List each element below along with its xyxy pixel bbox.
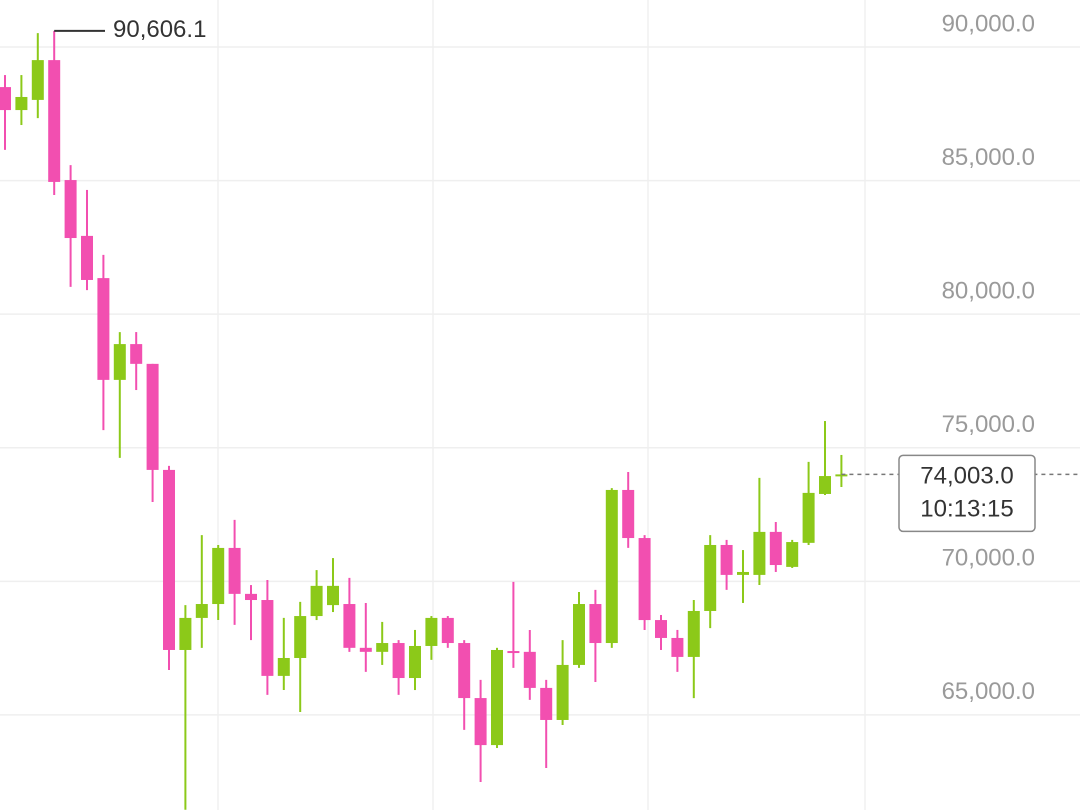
candle-body [409,645,421,679]
candle-body [638,538,651,621]
candle-body [146,363,159,470]
candle-body [343,604,356,648]
candle-body [163,469,175,650]
y-tick-label: 90,000.0 [942,10,1035,37]
candle-body [64,180,77,239]
candle-body [130,344,143,364]
candle-body [753,531,766,575]
candle-body [31,60,44,100]
candle-body [15,96,28,111]
candle-body [228,547,241,594]
candle-body [359,647,372,652]
vertical-grid [217,0,866,810]
candle-body [425,617,438,646]
candle-body [737,571,749,575]
y-tick-label: 75,000.0 [942,411,1035,438]
candle-body [687,610,700,657]
candle-body [573,604,585,665]
candle-body [835,474,848,477]
candle-body [195,604,208,618]
candle-body [48,60,61,182]
y-tick-label: 70,000.0 [942,545,1035,572]
candle-body [605,489,618,644]
candle-body [655,620,667,638]
candle-body [540,687,553,720]
candle-body [786,542,799,567]
last-price-label: 74,003.0 [920,463,1013,490]
candle-body [474,698,487,746]
countdown: 10:13:15 [920,496,1013,523]
candle-body [81,235,93,280]
candle-body [458,643,471,699]
candle-body [0,87,11,111]
candle-body [179,617,192,650]
candle-body [212,547,225,605]
candle-body [523,651,536,688]
candle-body [392,643,405,679]
y-tick-label: 65,000.0 [942,678,1035,705]
candle-body [376,643,389,652]
candle-body [769,531,782,566]
candle-body [507,651,520,654]
candle-body [491,649,503,746]
y-tick-label: 80,000.0 [942,278,1035,305]
candle-body [622,489,635,539]
candle-body [245,593,257,601]
candle-body [113,344,126,380]
last-price-box [898,454,1036,533]
candle-body [720,544,733,575]
candle-body [704,544,717,611]
candle-body [819,476,831,494]
candle-body [261,600,274,676]
candle-body [294,616,307,658]
candle-body [310,585,323,617]
candle-body [327,585,339,606]
candle-body [802,492,815,543]
candle-body [441,617,454,644]
y-tick-label: 85,000.0 [942,144,1035,171]
candle-body [671,637,684,657]
high-label: 90,606.1 [113,16,206,43]
candle-body [277,657,290,676]
candle-body [556,664,569,720]
candle-body [589,604,602,644]
candle-body [97,278,110,380]
